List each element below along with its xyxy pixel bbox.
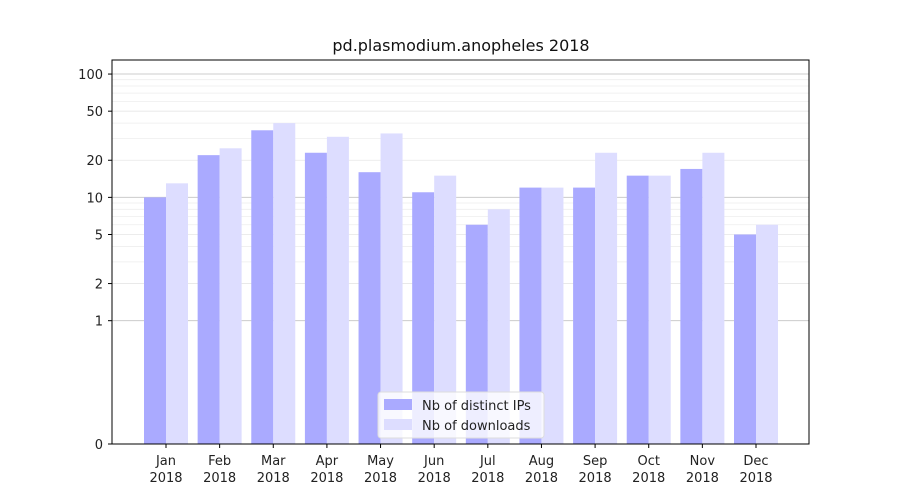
bars (144, 123, 778, 445)
x-tick-label: Jul 2018 (471, 454, 504, 486)
bar-distinct-ips (680, 168, 703, 444)
x-tick-label: Mar 2018 (257, 454, 290, 486)
legend-label: Nb of downloads (422, 419, 531, 434)
bar-distinct-ips (251, 130, 274, 445)
x-tick-label: Feb 2018 (203, 454, 236, 486)
bar-downloads (756, 224, 778, 444)
bar-distinct-ips (626, 175, 649, 444)
bar-downloads (434, 175, 457, 444)
x-tick-label: Nov 2018 (686, 454, 719, 486)
x-tick-label: Dec 2018 (739, 454, 772, 486)
y-tick-label: 100 (78, 68, 103, 83)
bar-downloads (595, 152, 618, 444)
bar-downloads (702, 152, 725, 444)
legend-box (377, 391, 545, 439)
y-tick-label: 20 (86, 154, 103, 169)
bar-downloads (648, 175, 671, 444)
bar-downloads (273, 123, 296, 444)
bar-distinct-ips (197, 155, 220, 444)
x-tick-label: Oct 2018 (632, 454, 665, 486)
bar-downloads (166, 183, 188, 444)
bar-distinct-ips (465, 224, 488, 444)
y-tick-label: 10 (86, 191, 103, 206)
legend-swatch (384, 399, 412, 410)
bar-distinct-ips (304, 152, 327, 444)
legend-label: Nb of distinct IPs (422, 399, 531, 414)
bar-downloads (541, 187, 564, 445)
bar-downloads (326, 136, 349, 444)
legend-swatch (384, 419, 412, 430)
y-tick-label: 1 (95, 315, 103, 330)
x-tick-label: Jan 2018 (149, 454, 182, 486)
bar-downloads (487, 209, 510, 444)
y-tick-label: 0 (95, 438, 103, 453)
x-tick-label: Jun 2018 (418, 454, 451, 486)
bar-distinct-ips (358, 172, 381, 445)
x-tick-label: May 2018 (364, 454, 397, 486)
bar-distinct-ips (144, 197, 166, 444)
y-tick-label: 5 (95, 228, 103, 243)
bar-distinct-ips (412, 192, 435, 444)
axes: Jan 2018 Feb 2018 Mar 2018 Apr 2018 May 2018 Jun 20… (78, 59, 810, 486)
plot-frame (111, 59, 810, 445)
bar-distinct-ips (734, 234, 756, 444)
bar-downloads (380, 133, 403, 445)
bar-downloads (219, 148, 242, 444)
bar-distinct-ips (519, 187, 542, 445)
y-tick-label: 2 (95, 278, 103, 293)
bar-distinct-ips (573, 187, 596, 445)
x-tick-label: Sep 2018 (579, 454, 612, 486)
y-tick-label: 50 (86, 105, 103, 120)
legend: Nb of distinct IPs Nb of downloads (377, 391, 545, 439)
x-tick-label: Aug 2018 (525, 454, 558, 486)
chart-title: pd.plasmodium.anopheles 2018 (332, 36, 589, 55)
x-tick-label: Apr 2018 (310, 454, 343, 486)
